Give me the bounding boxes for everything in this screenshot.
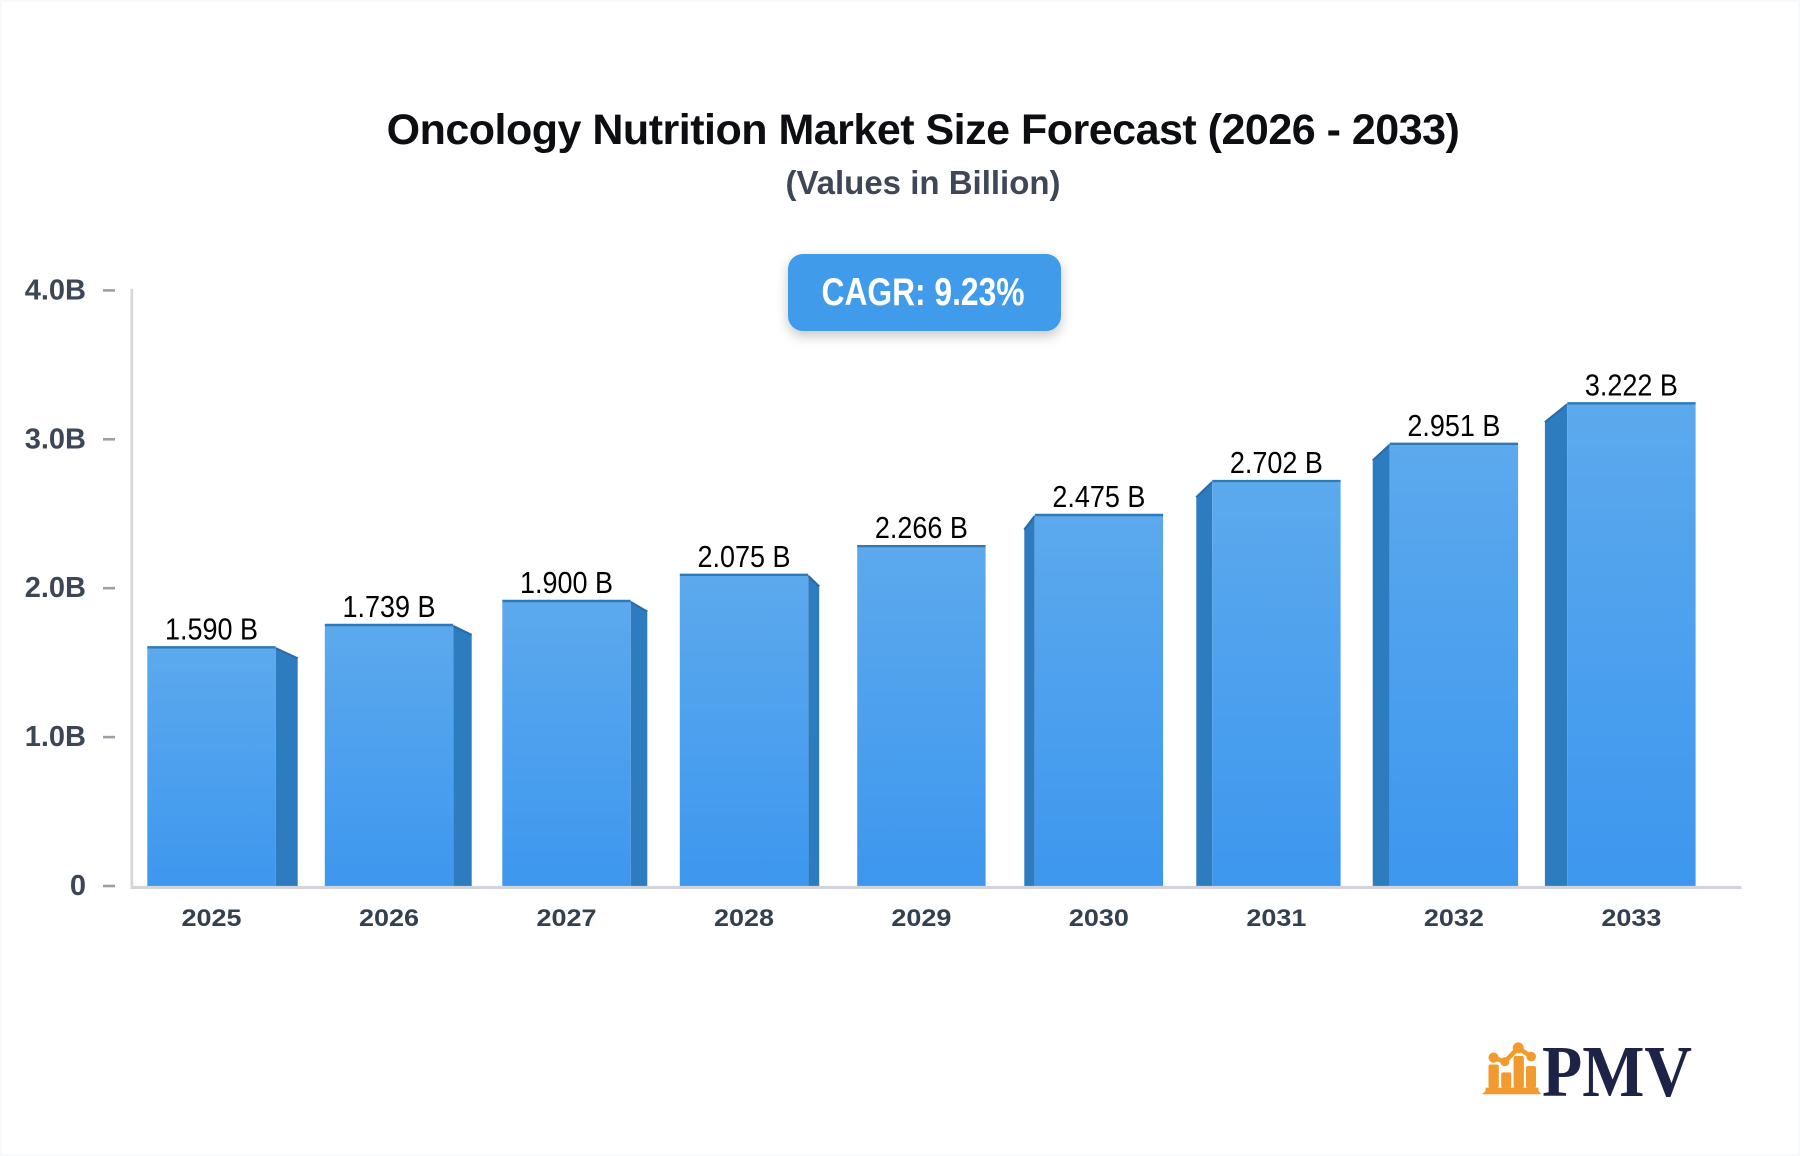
svg-text:2026: 2026 xyxy=(359,905,419,932)
svg-text:PMV: PMV xyxy=(1542,1031,1692,1112)
svg-text:2.0B: 2.0B xyxy=(25,572,86,604)
svg-text:2031: 2031 xyxy=(1246,905,1306,932)
svg-text:2033: 2033 xyxy=(1601,905,1661,932)
svg-text:2.075 B: 2.075 B xyxy=(698,539,791,574)
svg-text:3.0B: 3.0B xyxy=(25,423,86,455)
svg-text:1.0B: 1.0B xyxy=(25,721,86,753)
svg-text:(Values in Billion): (Values in Billion) xyxy=(785,164,1060,201)
svg-text:2.951 B: 2.951 B xyxy=(1407,408,1500,443)
svg-text:1.900 B: 1.900 B xyxy=(520,565,613,600)
svg-text:4.0B: 4.0B xyxy=(25,274,86,306)
svg-text:2.702 B: 2.702 B xyxy=(1230,445,1323,480)
svg-text:2.475 B: 2.475 B xyxy=(1052,479,1145,514)
svg-text:CAGR: 9.23%: CAGR: 9.23% xyxy=(822,271,1025,314)
svg-text:2029: 2029 xyxy=(891,905,951,932)
svg-text:Oncology Nutrition Market Size: Oncology Nutrition Market Size Forecast … xyxy=(387,106,1460,154)
svg-text:2030: 2030 xyxy=(1069,905,1129,932)
svg-text:1.590 B: 1.590 B xyxy=(165,611,258,646)
svg-text:2.266 B: 2.266 B xyxy=(875,510,968,545)
svg-text:2028: 2028 xyxy=(714,905,774,932)
svg-text:0: 0 xyxy=(70,870,86,902)
svg-text:2032: 2032 xyxy=(1424,905,1484,932)
svg-text:3.222 B: 3.222 B xyxy=(1585,367,1678,402)
svg-text:2025: 2025 xyxy=(182,905,242,932)
svg-text:2027: 2027 xyxy=(537,905,597,932)
svg-text:1.739 B: 1.739 B xyxy=(343,589,436,624)
